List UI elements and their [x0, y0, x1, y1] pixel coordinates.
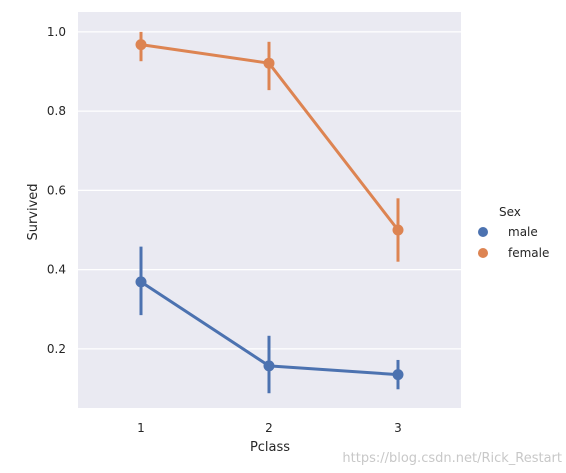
legend-label-female: female — [508, 246, 549, 260]
y-tick-label: 0.4 — [47, 263, 66, 277]
x-axis-label: Pclass — [250, 440, 290, 455]
y-tick-labels: 0.2 0.4 0.6 0.8 1.0 — [47, 25, 66, 356]
data-point — [263, 360, 275, 372]
data-point — [135, 39, 147, 51]
y-tick-label: 0.6 — [47, 183, 66, 197]
y-tick-label: 0.2 — [47, 342, 66, 356]
y-axis-label: Survived — [26, 183, 41, 240]
watermark-text: https://blog.csdn.net/Rick_Restart — [342, 451, 562, 466]
x-tick-label: 2 — [265, 421, 273, 435]
legend-marker-male — [478, 227, 488, 237]
x-tick-label: 1 — [137, 421, 145, 435]
data-point — [392, 369, 404, 381]
series-male — [135, 246, 404, 394]
y-tick-label: 1.0 — [47, 25, 66, 39]
legend-label-male: male — [508, 225, 538, 239]
legend: Sex male female — [478, 205, 549, 260]
x-tick-labels: 1 2 3 — [137, 421, 402, 435]
data-point — [392, 224, 404, 236]
x-tick-label: 3 — [394, 421, 402, 435]
series-layer — [135, 31, 404, 394]
legend-title: Sex — [499, 205, 521, 219]
y-tick-label: 0.8 — [47, 104, 66, 118]
series-female — [135, 31, 404, 262]
legend-marker-female — [478, 248, 488, 258]
data-point — [135, 276, 147, 288]
data-point — [263, 57, 275, 69]
